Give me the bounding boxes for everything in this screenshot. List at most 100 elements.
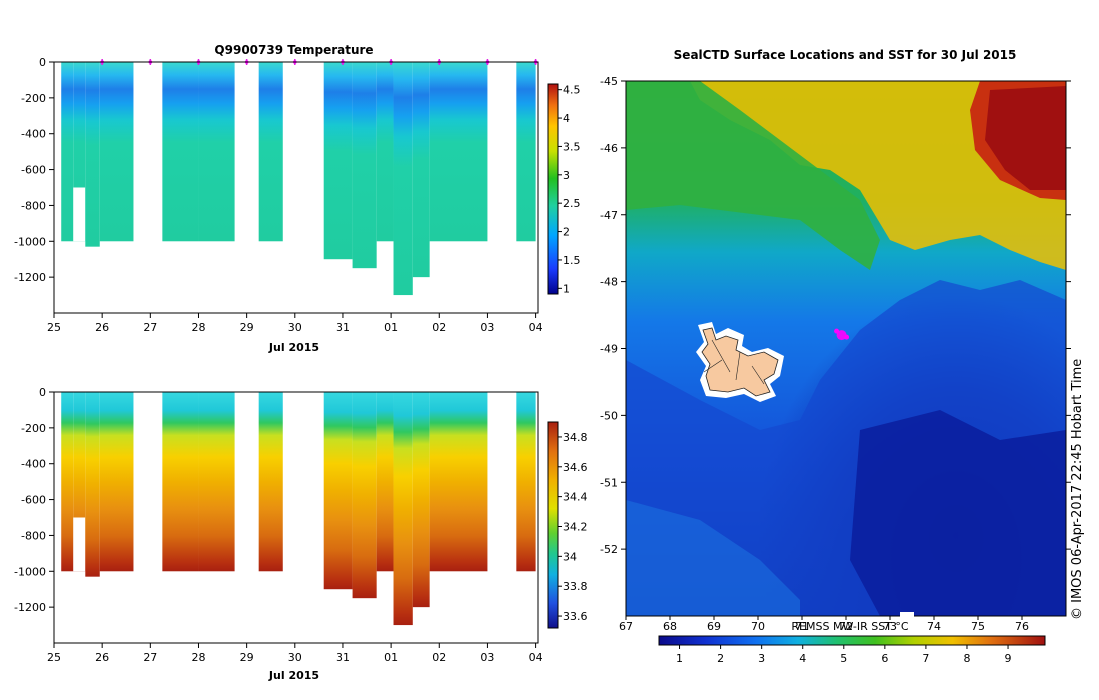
seal-track-point	[834, 328, 840, 334]
temperature-panel: Q9900739 Temperature 0 -200 -400 -600 -800 -1…	[14, 43, 580, 354]
profile-column	[412, 392, 430, 608]
lat-tick-label: -45	[600, 75, 618, 88]
lat-tick-label: -51	[600, 476, 618, 489]
temperature-y-axis: 0 -200 -400 -600 -800 -1000 -1200	[14, 56, 54, 284]
x-tick-label: 02	[432, 651, 446, 664]
salinity-colorbar	[547, 421, 559, 629]
y-tick-label: -400	[21, 128, 46, 141]
x-tick-label: 01	[384, 651, 398, 664]
colorbar-tick-label: 34	[563, 550, 577, 563]
colorbar-tick-label: 2	[563, 226, 570, 239]
y-tick-label: -1200	[14, 271, 46, 284]
lon-tick-label: 68	[663, 620, 677, 633]
colorbar-tick-label: 3	[563, 169, 570, 182]
y-tick-label: 0	[39, 386, 46, 399]
profile-column	[352, 392, 377, 599]
y-tick-label: -200	[21, 422, 46, 435]
lon-tick-label: 69	[707, 620, 721, 633]
profile-column	[85, 62, 100, 247]
lat-tick-label: -48	[600, 276, 618, 289]
salinity-x-label: Jul 2015	[268, 669, 319, 682]
seal-position	[836, 330, 847, 341]
profile-column	[162, 392, 199, 572]
profile-column	[99, 392, 134, 572]
profile-column	[429, 392, 488, 572]
profile-gap	[73, 517, 86, 572]
temperature-colorbar-ticks: 1 1.5 2 2.5 3 3.5 4 4.5	[558, 84, 581, 295]
colorbar-tick-label: 33.6	[563, 610, 588, 623]
x-tick-label: 02	[432, 321, 446, 334]
x-tick-label: 30	[288, 321, 302, 334]
profile-column	[516, 392, 536, 572]
profile-column	[412, 62, 430, 278]
sst-colorbar-tick-label: 8	[963, 652, 970, 665]
y-tick-label: -1000	[14, 235, 46, 248]
sst-map-title: SealCTD Surface Locations and SST for 30…	[674, 48, 1017, 62]
profile-column	[393, 392, 413, 626]
x-tick-label: 04	[529, 321, 543, 334]
x-tick-label: 29	[240, 321, 254, 334]
x-tick-label: 03	[480, 321, 494, 334]
colorbar-tick-label: 33.8	[563, 580, 588, 593]
profile-column	[429, 62, 488, 242]
colorbar-tick-label: 1	[563, 282, 570, 295]
profile-column	[376, 392, 394, 572]
profile-column	[198, 62, 235, 242]
imos-credit: © IMOS 06-Apr-2017 22:45 Hobart Time	[1070, 359, 1085, 620]
profile-column	[85, 392, 100, 577]
lat-tick-label: -47	[600, 209, 618, 222]
colorbar-tick-label: 4	[563, 112, 570, 125]
colorbar-tick-label: 3.5	[563, 140, 581, 153]
colorbar-tick-label: 2.5	[563, 197, 581, 210]
y-tick-label: -1000	[14, 565, 46, 578]
x-tick-label: 28	[191, 321, 205, 334]
x-tick-label: 31	[336, 651, 350, 664]
x-tick-label: 26	[95, 651, 109, 664]
colorbar-tick-label: 34.6	[563, 461, 588, 474]
y-tick-label: -1200	[14, 601, 46, 614]
x-tick-label: 25	[47, 321, 61, 334]
seal-location-marker	[834, 328, 850, 341]
profile-column	[376, 62, 394, 242]
y-tick-label: -600	[21, 494, 46, 507]
sst-latitude-axis: -45 -46 -47 -48 -49 -50 -51 -52	[600, 75, 1071, 556]
x-tick-label: 01	[384, 321, 398, 334]
x-tick-label: 03	[480, 651, 494, 664]
y-tick-label: -200	[21, 92, 46, 105]
salinity-colorbar-ticks: 33.6 33.8 34 34.2 34.4 34.6 34.8	[558, 431, 588, 623]
profile-column	[352, 62, 377, 269]
profile-column	[198, 392, 235, 572]
salinity-y-axis: 0 -200 -400 -600 -800 -1000 -1200	[14, 386, 54, 614]
profile-column	[61, 392, 74, 572]
temperature-profiles	[61, 62, 536, 296]
profile-column	[61, 62, 74, 242]
sst-colorbar-tick-label: 4	[799, 652, 806, 665]
x-tick-label: 30	[288, 651, 302, 664]
temperature-x-axis: 25 26 27 28 29 30 31 01 02 03 04	[47, 313, 543, 334]
x-tick-label: 27	[143, 321, 157, 334]
sst-colorbar	[658, 635, 1046, 646]
profile-gap	[73, 187, 86, 242]
lon-tick-label: 73	[883, 620, 897, 633]
x-tick-label: 29	[240, 651, 254, 664]
profile-column	[258, 62, 283, 242]
y-tick-label: -800	[21, 199, 46, 212]
y-tick-label: -800	[21, 529, 46, 542]
colorbar-tick-label: 34.2	[563, 520, 588, 533]
salinity-panel: 0 -200 -400 -600 -800 -1000 -1200 25 26 27 28 29 30…	[14, 386, 587, 682]
x-tick-label: 04	[529, 651, 543, 664]
profile-column	[516, 62, 536, 242]
sst-colorbar-label: REMSS MW-IR SST °C	[791, 620, 909, 633]
sst-colorbar-tick-label: 3	[758, 652, 765, 665]
colorbar-tick-label: 34.4	[563, 491, 588, 504]
sst-colorbar-tick-label: 2	[717, 652, 724, 665]
colorbar-tick-label: 1.5	[563, 254, 581, 267]
salinity-axes-frame	[53, 391, 539, 644]
sst-colorbar-tick-label: 5	[840, 652, 847, 665]
sst-colorbar-tick-label: 1	[676, 652, 683, 665]
salinity-profiles	[61, 392, 536, 626]
x-tick-label: 28	[191, 651, 205, 664]
profile-column	[393, 62, 413, 296]
y-tick-label: 0	[39, 56, 46, 69]
